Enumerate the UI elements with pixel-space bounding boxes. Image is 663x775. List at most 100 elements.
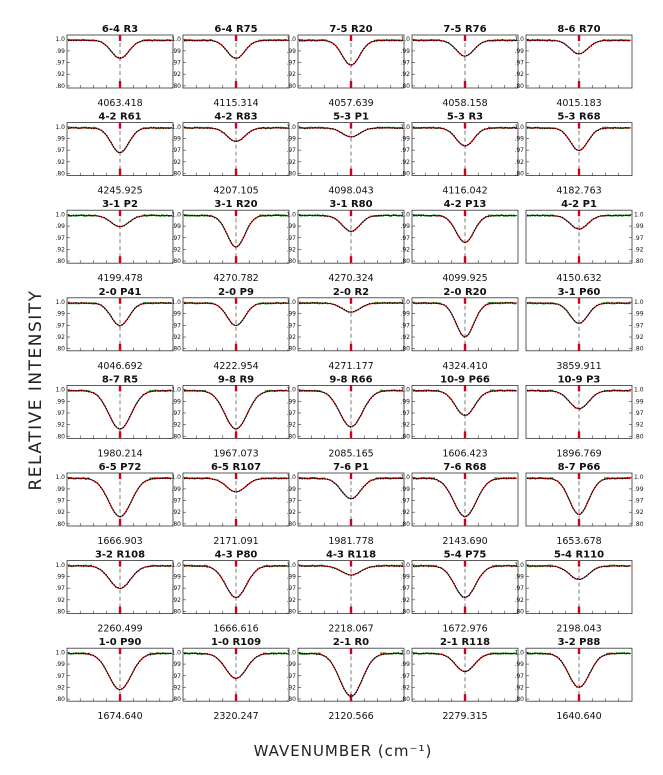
y-axis-title: RELATIVE INTENSITY xyxy=(26,289,46,490)
y-tick-label: .99 xyxy=(400,223,410,230)
y-tick-label: .97 xyxy=(400,673,410,680)
observed-profile-line xyxy=(67,214,173,228)
center-wavenumber-label: 4324.410 xyxy=(442,361,487,372)
y-tick-label: .99 xyxy=(171,574,181,581)
center-wavenumber-label: 4270.324 xyxy=(328,273,373,284)
y-tick-label: 1.0 xyxy=(286,649,296,656)
y-tick-label: 1.0 xyxy=(55,474,65,481)
y-tick-label: .92 xyxy=(55,422,65,429)
spectrum-panel: 10-9 P3 1.0 .99 .97 .92 .80 1896.769 xyxy=(525,374,644,459)
y-tick-label: .99 xyxy=(55,223,65,230)
y-tick-label: .80 xyxy=(634,258,644,265)
spectrum-panel: 1-0 R109 1.0 .99 .97 .92 .80 2320.247 xyxy=(171,637,290,722)
panel-title: 5-3 P1 xyxy=(333,112,369,123)
panel-title: 4-2 R61 xyxy=(98,112,141,123)
observed-profile-line xyxy=(526,126,630,152)
y-tick-label: .99 xyxy=(286,223,296,230)
y-tick-label: .99 xyxy=(400,48,410,55)
y-tick-label: .92 xyxy=(286,422,296,429)
observed-profile-line xyxy=(298,652,402,698)
y-tick-label: .92 xyxy=(634,422,644,429)
y-tick-label: .99 xyxy=(514,661,524,668)
y-tick-label: .99 xyxy=(55,661,65,668)
spectrum-panel: 4-2 R61 1.0 .99 .97 .92 .80 4245.925 xyxy=(55,112,174,197)
spectrum-panel: 5-3 R3 1.0 .99 .97 .92 .80 4116.042 xyxy=(400,112,519,197)
y-tick-label: .80 xyxy=(55,258,65,265)
panel-grid: 6-4 R3 1.0 .99 .97 .92 .80 4063.418 6-4 R75 1.0.… xyxy=(55,24,643,722)
y-tick-label: .99 xyxy=(634,311,644,318)
spectrum-panel: 3-1 R20 1.0 .99 .97 .92 .80 4270.782 xyxy=(171,199,290,284)
panel-title: 2-0 P9 xyxy=(218,287,254,298)
y-tick-label: 1.0 xyxy=(171,211,181,218)
y-tick-label: .80 xyxy=(400,608,410,615)
y-tick-label: .80 xyxy=(286,83,296,90)
panel-title: 3-1 R80 xyxy=(329,199,372,210)
y-tick-label: .80 xyxy=(400,346,410,353)
y-tick-label: 1.0 xyxy=(55,124,65,131)
y-tick-label: .99 xyxy=(286,574,296,581)
y-tick-label: .80 xyxy=(55,83,65,90)
observed-profile-line xyxy=(298,126,402,138)
y-tick-label: .97 xyxy=(514,60,524,67)
y-tick-label: .80 xyxy=(286,608,296,615)
y-tick-label: .97 xyxy=(171,147,181,154)
y-tick-label: 1.0 xyxy=(634,299,644,306)
y-tick-label: 1.0 xyxy=(171,299,181,306)
y-tick-label: .97 xyxy=(286,235,296,242)
y-tick-label: .80 xyxy=(400,83,410,90)
panel-title: 10-9 P3 xyxy=(558,374,601,385)
spectrum-panel: 1-0 P90 1.0 .99 .97 .92 .80 1674.640 xyxy=(55,637,174,722)
y-tick-label: 1.0 xyxy=(400,299,410,306)
panel-title: 7-6 R68 xyxy=(443,462,486,473)
panel-title: 3-1 P2 xyxy=(102,199,138,210)
spectrum-panel: 7-5 R20 1.0 .99 .97 .92 .80 4057.639 xyxy=(286,24,405,109)
panel-title: 3-2 R108 xyxy=(95,550,145,561)
center-wavenumber-label: 4199.478 xyxy=(97,273,142,284)
center-wavenumber-label: 4063.418 xyxy=(97,98,142,109)
y-tick-label: .97 xyxy=(400,585,410,592)
center-wavenumber-label: 2320.247 xyxy=(213,711,258,722)
y-tick-label: 1.0 xyxy=(286,474,296,481)
y-tick-label: .92 xyxy=(286,246,296,253)
y-tick-label: .80 xyxy=(55,696,65,703)
y-tick-label: .97 xyxy=(634,322,644,329)
spectrum-panel: 7-5 R76 1.0 .99 .97 .92 .80 4058.158 xyxy=(400,24,519,109)
y-tick-label: .80 xyxy=(171,346,181,353)
center-wavenumber-label: 2120.566 xyxy=(328,711,373,722)
y-tick-label: .92 xyxy=(171,246,181,253)
y-tick-label: .97 xyxy=(514,673,524,680)
observed-profile-line xyxy=(183,564,287,599)
spectrum-panel: 6-5 R107 1.0 .99 .97 .92 .80 2171.091 xyxy=(171,462,290,547)
y-tick-label: .97 xyxy=(400,410,410,417)
y-tick-label: 1.0 xyxy=(286,124,296,131)
y-tick-label: .92 xyxy=(634,334,644,341)
y-tick-label: 1.0 xyxy=(171,474,181,481)
spectrum-panel: 3-1 P2 1.0 .99 .97 .92 .80 4199.478 xyxy=(55,199,174,284)
spectrum-panel: 2-1 R0 1.0 .99 .97 .92 .80 2120.566 xyxy=(286,637,405,722)
y-tick-label: 1.0 xyxy=(171,36,181,43)
panel-title: 1-0 R109 xyxy=(211,637,261,648)
spectrum-panel: 9-8 R9 1.0 .99 .97 .92 .80 1967.073 xyxy=(171,374,290,459)
y-tick-label: .99 xyxy=(514,48,524,55)
panel-title: 6-5 P72 xyxy=(99,462,142,473)
center-wavenumber-label: 4182.763 xyxy=(556,186,601,197)
observed-profile-line xyxy=(412,389,516,416)
y-tick-label: .80 xyxy=(171,170,181,177)
y-tick-label: .92 xyxy=(171,71,181,78)
spectrum-panel: 9-8 R66 1.0 .99 .97 .92 .80 2085.165 xyxy=(286,374,405,459)
spectrum-panel: 8-6 R70 1.0 .99 .97 .92 .80 4015.183 xyxy=(514,24,633,109)
panel-title: 3-1 P60 xyxy=(558,287,601,298)
center-wavenumber-label: 4098.043 xyxy=(328,186,373,197)
observed-profile-line xyxy=(67,652,173,691)
center-wavenumber-label: 4057.639 xyxy=(328,98,373,109)
y-tick-label: .92 xyxy=(286,159,296,166)
center-wavenumber-label: 2279.315 xyxy=(442,711,487,722)
y-tick-label: .97 xyxy=(286,147,296,154)
y-tick-label: .99 xyxy=(400,661,410,668)
center-wavenumber-label: 4270.782 xyxy=(213,273,258,284)
y-tick-label: 1.0 xyxy=(400,562,410,569)
y-tick-label: .99 xyxy=(400,486,410,493)
spectrum-panel: 6-4 R75 1.0 .99 .97 .92 .80 4115.314 xyxy=(171,24,290,109)
y-tick-label: .80 xyxy=(514,608,524,615)
center-wavenumber-label: 1674.640 xyxy=(97,711,142,722)
